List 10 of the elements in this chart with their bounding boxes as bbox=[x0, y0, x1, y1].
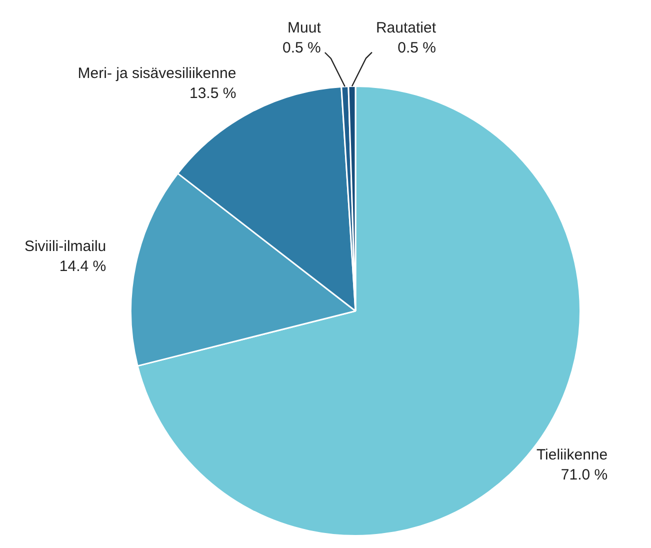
data-label: 0.5 % bbox=[282, 40, 321, 57]
data-label: 71.0 % bbox=[560, 466, 608, 484]
slice-label: Meri- ja sisävesiliikenne bbox=[78, 65, 236, 82]
slice-label: Siviili-ilmailu bbox=[24, 238, 106, 256]
data-label: 13.5 % bbox=[189, 85, 236, 102]
slice-label: Tieliikenne bbox=[536, 446, 608, 464]
slice-label: Muut bbox=[288, 20, 322, 37]
slice-label: Rautatiet bbox=[376, 19, 437, 36]
data-label: 0.5 % bbox=[398, 39, 436, 56]
data-label: 14.4 % bbox=[59, 258, 106, 276]
